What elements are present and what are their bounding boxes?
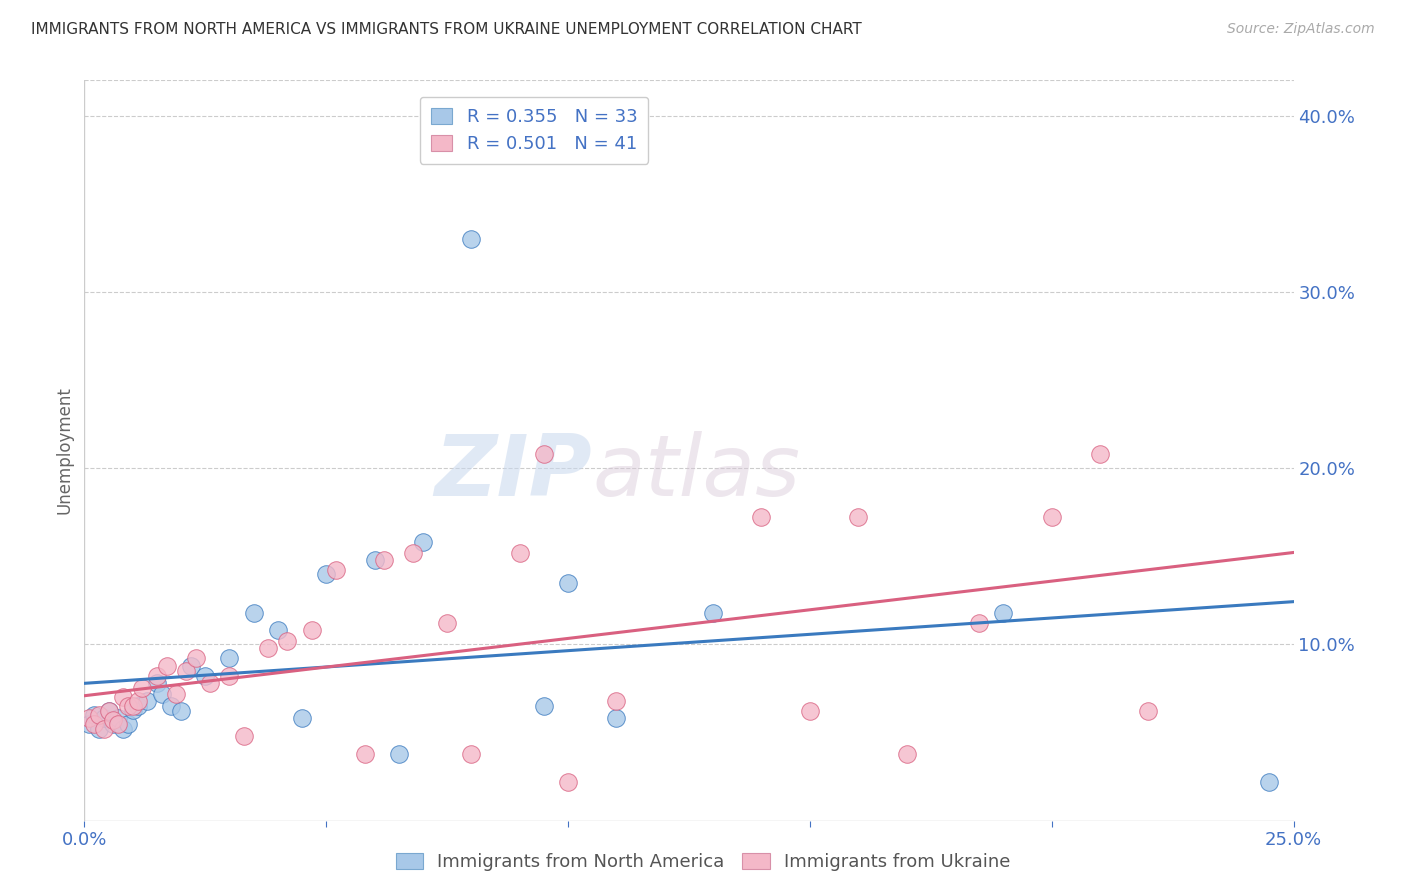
- Point: [146, 676, 169, 690]
- Point: [198, 676, 221, 690]
- Legend: R = 0.355   N = 33, R = 0.501   N = 41: R = 0.355 N = 33, R = 0.501 N = 41: [420, 96, 648, 164]
- Point: [93, 711, 115, 725]
- Point: [103, 713, 125, 727]
- Point: [146, 669, 169, 683]
- Text: atlas: atlas: [592, 431, 800, 514]
- Point: [160, 699, 183, 714]
- Point: [460, 747, 482, 761]
- Point: [112, 690, 135, 705]
- Point: [127, 694, 149, 708]
- Point: [233, 729, 256, 743]
- Point: [276, 633, 298, 648]
- Point: [751, 510, 773, 524]
- Point: [107, 711, 129, 725]
- Point: [218, 651, 240, 665]
- Point: [218, 669, 240, 683]
- Point: [291, 711, 314, 725]
- Point: [1137, 704, 1160, 718]
- Point: [402, 546, 425, 560]
- Text: ZIP: ZIP: [434, 431, 592, 514]
- Point: [605, 711, 627, 725]
- Point: [77, 711, 100, 725]
- Text: Source: ZipAtlas.com: Source: ZipAtlas.com: [1227, 22, 1375, 37]
- Point: [121, 703, 143, 717]
- Point: [1258, 775, 1281, 789]
- Point: [83, 716, 105, 731]
- Point: [117, 699, 139, 714]
- Point: [267, 624, 290, 638]
- Point: [112, 722, 135, 736]
- Point: [150, 687, 173, 701]
- Point: [460, 232, 482, 246]
- Point: [702, 606, 724, 620]
- Point: [301, 624, 323, 638]
- Text: IMMIGRANTS FROM NORTH AMERICA VS IMMIGRANTS FROM UKRAINE UNEMPLOYMENT CORRELATIO: IMMIGRANTS FROM NORTH AMERICA VS IMMIGRA…: [31, 22, 862, 37]
- Point: [131, 681, 153, 696]
- Point: [993, 606, 1015, 620]
- Point: [605, 694, 627, 708]
- Point: [136, 694, 159, 708]
- Point: [363, 553, 385, 567]
- Point: [509, 546, 531, 560]
- Point: [533, 699, 555, 714]
- Point: [1088, 447, 1111, 461]
- Legend: Immigrants from North America, Immigrants from Ukraine: Immigrants from North America, Immigrant…: [388, 846, 1018, 879]
- Point: [1040, 510, 1063, 524]
- Point: [557, 775, 579, 789]
- Point: [174, 664, 197, 678]
- Y-axis label: Unemployment: Unemployment: [55, 386, 73, 515]
- Point: [165, 687, 187, 701]
- Point: [373, 553, 395, 567]
- Point: [87, 722, 110, 736]
- Point: [257, 640, 280, 655]
- Point: [846, 510, 869, 524]
- Point: [121, 699, 143, 714]
- Point: [97, 704, 120, 718]
- Point: [93, 722, 115, 736]
- Point: [242, 606, 264, 620]
- Point: [354, 747, 377, 761]
- Point: [87, 707, 110, 722]
- Point: [799, 704, 821, 718]
- Point: [155, 658, 177, 673]
- Point: [83, 707, 105, 722]
- Point: [967, 616, 990, 631]
- Point: [97, 704, 120, 718]
- Point: [180, 658, 202, 673]
- Point: [388, 747, 411, 761]
- Point: [436, 616, 458, 631]
- Point: [896, 747, 918, 761]
- Point: [184, 651, 207, 665]
- Point: [325, 563, 347, 577]
- Point: [315, 566, 337, 581]
- Point: [533, 447, 555, 461]
- Point: [107, 716, 129, 731]
- Point: [194, 669, 217, 683]
- Point: [557, 575, 579, 590]
- Point: [127, 699, 149, 714]
- Point: [77, 716, 100, 731]
- Point: [103, 716, 125, 731]
- Point: [170, 704, 193, 718]
- Point: [412, 535, 434, 549]
- Point: [117, 716, 139, 731]
